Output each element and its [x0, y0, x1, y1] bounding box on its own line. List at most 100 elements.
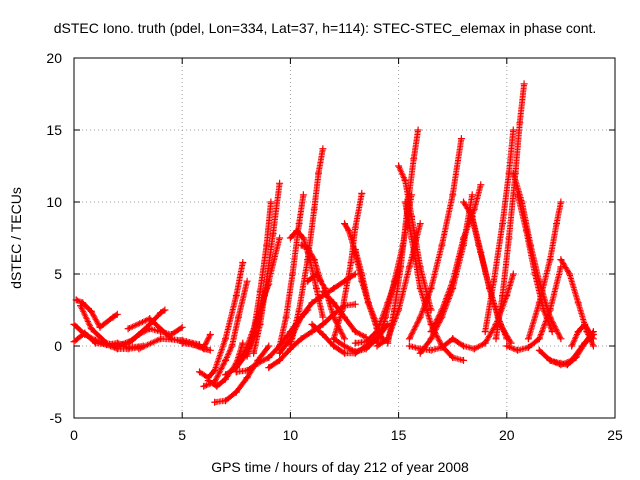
data-point	[585, 328, 593, 336]
data-point	[232, 388, 240, 396]
data-point	[351, 300, 359, 308]
data-point	[304, 277, 312, 285]
x-tick-label: 25	[607, 427, 623, 443]
series-23	[286, 227, 327, 321]
data-point	[276, 356, 284, 364]
data-point	[557, 359, 565, 367]
data-point	[239, 339, 247, 347]
y-tick-label: -5	[50, 410, 63, 426]
data-point	[338, 306, 346, 314]
data-point	[265, 354, 273, 361]
data-point	[135, 345, 143, 353]
data-point	[124, 325, 132, 333]
data-point	[535, 299, 543, 307]
data-point	[293, 227, 301, 235]
data-point	[124, 339, 132, 347]
data-point	[161, 306, 169, 314]
x-tick-label: 20	[499, 427, 515, 443]
series-39	[405, 135, 465, 343]
data-point	[509, 126, 517, 134]
data-point	[295, 306, 303, 314]
plot-frame	[73, 57, 616, 419]
data-point	[373, 342, 381, 350]
data-point	[243, 367, 251, 374]
data-point	[276, 234, 284, 242]
data-point	[384, 339, 392, 347]
data-point	[310, 256, 318, 264]
data-point	[427, 328, 435, 336]
data-point	[557, 198, 565, 206]
series-54	[568, 320, 597, 350]
data-point	[438, 241, 446, 249]
data-point	[449, 277, 457, 285]
data-point	[146, 325, 154, 333]
data-point	[308, 328, 316, 336]
data-point	[405, 342, 413, 350]
data-point	[405, 335, 413, 343]
series-9	[178, 331, 214, 351]
data-point	[276, 179, 284, 187]
data-point	[222, 335, 229, 343]
series-41	[427, 181, 485, 336]
data-point	[546, 256, 554, 264]
data-point	[466, 205, 474, 213]
x-tick-label: 0	[70, 427, 78, 443]
series-46	[492, 80, 528, 343]
data-point	[113, 310, 121, 318]
data-point	[109, 313, 117, 321]
data-point	[330, 335, 338, 343]
data-point	[522, 227, 530, 235]
data-point	[475, 241, 483, 249]
data-point	[265, 342, 273, 350]
data-point	[509, 169, 517, 177]
data-point	[490, 277, 498, 285]
data-point	[341, 349, 348, 357]
data-point	[468, 191, 476, 199]
data-point	[297, 241, 305, 249]
data-point	[315, 169, 322, 177]
data-point	[211, 398, 219, 406]
data-point	[276, 342, 284, 350]
data-points	[70, 80, 597, 406]
series-45	[481, 126, 517, 336]
data-point	[235, 313, 242, 321]
data-point	[330, 299, 338, 307]
data-point	[256, 320, 264, 328]
data-point	[204, 377, 212, 385]
data-point	[557, 256, 565, 264]
data-point	[345, 227, 353, 235]
x-tick-label: 15	[391, 427, 407, 443]
data-point	[299, 191, 307, 199]
data-point	[178, 339, 186, 347]
data-point	[312, 284, 320, 292]
data-point	[566, 270, 574, 278]
series-50	[524, 198, 565, 343]
data-point	[211, 367, 219, 374]
data-point	[189, 341, 197, 349]
data-point	[382, 313, 390, 321]
data-point	[157, 309, 165, 317]
data-point	[589, 335, 597, 343]
data-point	[416, 220, 424, 228]
y-tick-label: 20	[46, 50, 62, 66]
data-point	[358, 270, 366, 278]
data-point	[516, 119, 524, 127]
data-point	[505, 234, 513, 242]
data-point	[397, 263, 405, 271]
x-tick-label: 5	[178, 427, 186, 443]
data-point	[574, 299, 582, 307]
data-point	[330, 284, 338, 292]
series-markers	[276, 193, 307, 349]
data-point	[196, 368, 203, 376]
data-point	[135, 331, 143, 338]
data-point	[531, 270, 539, 278]
data-point	[312, 270, 320, 278]
data-point	[524, 343, 532, 351]
data-point	[410, 155, 418, 163]
data-point	[297, 335, 305, 343]
data-point	[499, 292, 506, 300]
data-point	[499, 220, 506, 228]
data-point	[449, 191, 457, 199]
data-point	[206, 331, 214, 338]
